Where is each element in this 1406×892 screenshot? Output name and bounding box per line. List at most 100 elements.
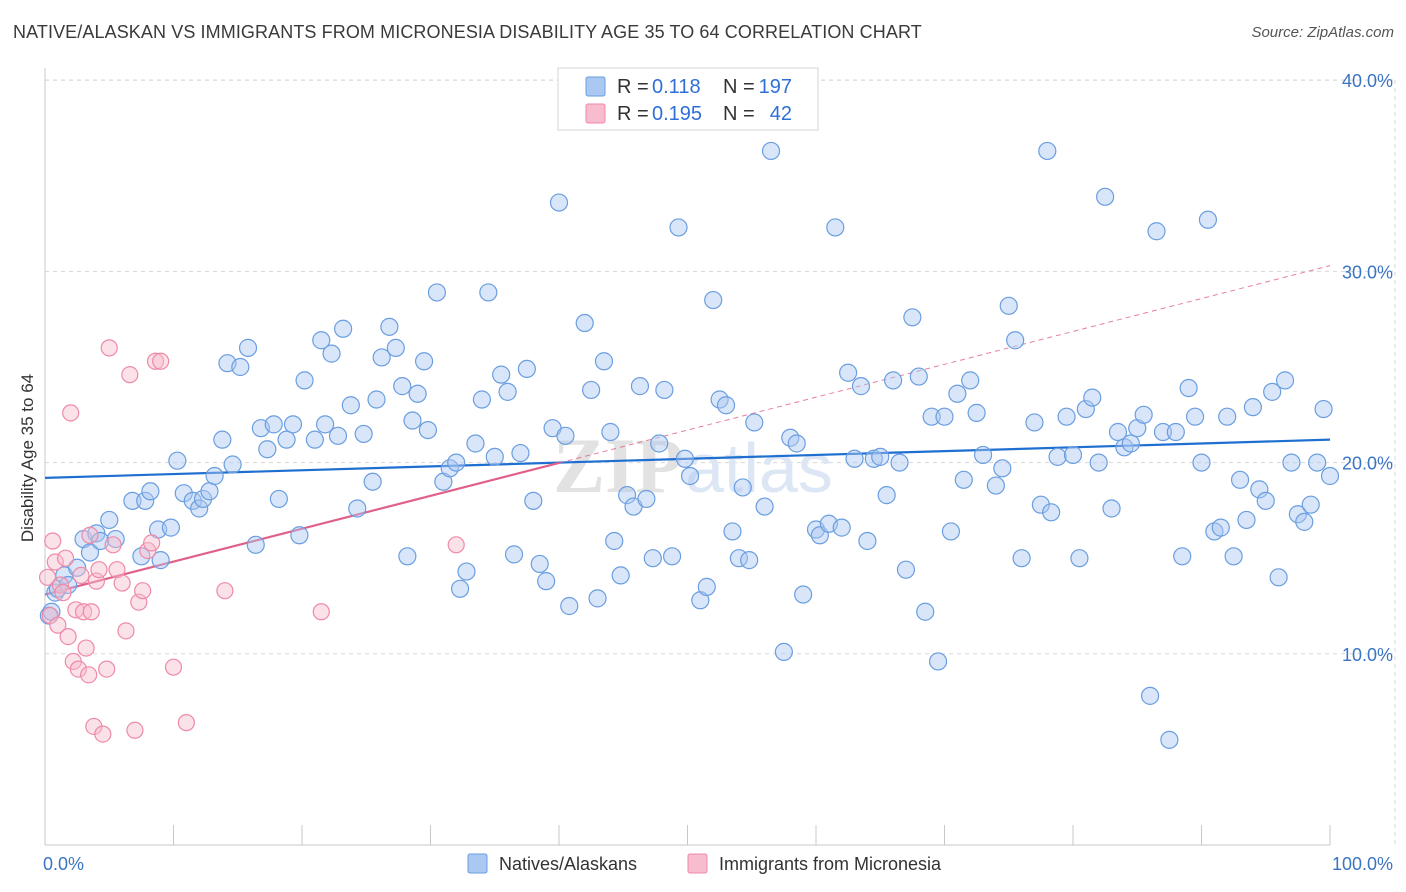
data-point-natives xyxy=(511,443,530,463)
data-point-natives xyxy=(948,384,967,403)
data-point-natives xyxy=(877,486,896,505)
data-point-micronesia xyxy=(447,536,465,554)
data-point-natives xyxy=(231,357,250,377)
data-point-natives xyxy=(517,359,536,379)
data-point-natives xyxy=(450,579,470,598)
chart-title: NATIVE/ALASKAN VS IMMIGRANTS FROM MICRON… xyxy=(13,22,922,42)
data-point-micronesia xyxy=(56,549,75,567)
data-point-natives xyxy=(916,602,935,621)
data-point-natives xyxy=(380,317,399,336)
trend-line-micronesia-extension xyxy=(558,265,1331,464)
data-point-natives xyxy=(832,518,851,537)
data-point-natives xyxy=(745,413,764,432)
data-point-natives xyxy=(1275,371,1295,390)
legend-n-label: N = xyxy=(723,103,755,125)
data-point-micronesia xyxy=(44,532,62,550)
legend-r-value: 0.195 xyxy=(652,103,702,125)
data-point-natives xyxy=(418,420,438,440)
data-point-natives xyxy=(472,390,491,409)
data-point-natives xyxy=(1250,480,1269,499)
legend-r-label: R = xyxy=(617,76,649,98)
data-point-micronesia xyxy=(62,404,80,422)
data-point-natives xyxy=(100,510,119,530)
data-point-natives xyxy=(1134,405,1153,424)
data-point-natives xyxy=(328,426,348,445)
data-point-natives xyxy=(655,380,674,400)
data-point-natives xyxy=(1070,549,1089,568)
data-point-micronesia xyxy=(126,721,144,739)
data-point-natives xyxy=(1006,331,1025,350)
data-point-natives xyxy=(774,642,793,661)
data-point-natives xyxy=(871,447,890,466)
data-point-natives xyxy=(132,547,151,566)
data-point-natives xyxy=(205,466,224,486)
series-legend-swatch xyxy=(687,853,708,874)
data-point-natives xyxy=(826,218,845,237)
data-point-micronesia xyxy=(54,584,72,602)
y-tick-labels: 10.0% 20.0% 30.0% 40.0% xyxy=(1342,71,1393,665)
data-point-natives xyxy=(123,491,142,510)
data-point-micronesia xyxy=(164,658,183,676)
data-point-micronesia xyxy=(81,526,99,544)
data-point-natives xyxy=(524,491,543,510)
data-point-natives xyxy=(601,422,620,442)
data-point-natives xyxy=(1057,407,1076,426)
data-point-natives xyxy=(161,518,181,537)
data-point-natives xyxy=(1179,378,1198,398)
data-point-natives xyxy=(675,449,695,468)
data-point-natives xyxy=(264,415,283,434)
data-point-natives xyxy=(258,440,277,459)
data-point-natives xyxy=(954,470,973,489)
data-point-micronesia xyxy=(59,627,77,646)
data-point-micronesia xyxy=(152,352,170,370)
data-point-natives xyxy=(967,403,986,422)
data-point-natives xyxy=(787,434,806,453)
data-point-micronesia xyxy=(80,666,98,684)
data-point-natives xyxy=(961,371,980,390)
watermark-atlas: atlas xyxy=(685,429,833,507)
x-tick-label-max: 100.0% xyxy=(1332,854,1393,874)
data-point-natives xyxy=(537,572,556,591)
data-point-natives xyxy=(733,478,752,497)
data-point-natives xyxy=(136,491,155,510)
data-point-natives xyxy=(91,531,110,551)
x-tick-labels: 0.0% 100.0% xyxy=(43,854,1393,874)
data-point-natives xyxy=(168,451,187,470)
data-point-natives xyxy=(213,430,232,449)
data-point-natives xyxy=(498,382,517,401)
data-point-natives xyxy=(1308,453,1327,472)
data-point-natives xyxy=(1160,730,1179,749)
data-point-natives xyxy=(680,466,700,486)
data-point-micronesia xyxy=(98,660,116,678)
data-point-natives xyxy=(794,585,813,604)
data-point-micronesia xyxy=(312,603,330,621)
stats-legend: R = 0.118 N = 197 R = 0.195 N = 42 xyxy=(557,67,819,131)
data-point-natives xyxy=(1025,413,1044,432)
legend-n-value: 197 xyxy=(759,76,792,98)
data-point-natives xyxy=(669,218,688,237)
y-tick-label: 40.0% xyxy=(1342,71,1393,91)
data-point-micronesia xyxy=(82,603,100,621)
data-point-natives xyxy=(1153,422,1173,442)
data-point-natives xyxy=(354,424,373,444)
data-point-natives xyxy=(1320,466,1340,486)
data-point-natives xyxy=(290,526,309,545)
data-point-natives xyxy=(80,543,100,562)
data-point-natives xyxy=(457,562,476,581)
data-point-natives xyxy=(348,499,367,518)
data-point-natives xyxy=(761,141,781,161)
data-point-natives xyxy=(560,596,579,616)
data-point-natives xyxy=(716,396,736,415)
data-point-natives xyxy=(1301,495,1320,514)
data-point-micronesia xyxy=(146,352,165,370)
data-point-natives xyxy=(485,447,504,466)
data-point-natives xyxy=(1089,453,1108,472)
data-point-natives xyxy=(1012,549,1031,568)
data-point-micronesia xyxy=(134,582,152,600)
data-point-natives xyxy=(1031,495,1050,514)
data-point-natives xyxy=(1038,141,1057,161)
data-point-natives xyxy=(928,652,948,671)
data-point-natives xyxy=(643,549,662,568)
data-point-natives xyxy=(582,380,601,400)
trend-line-micronesia xyxy=(44,461,560,596)
